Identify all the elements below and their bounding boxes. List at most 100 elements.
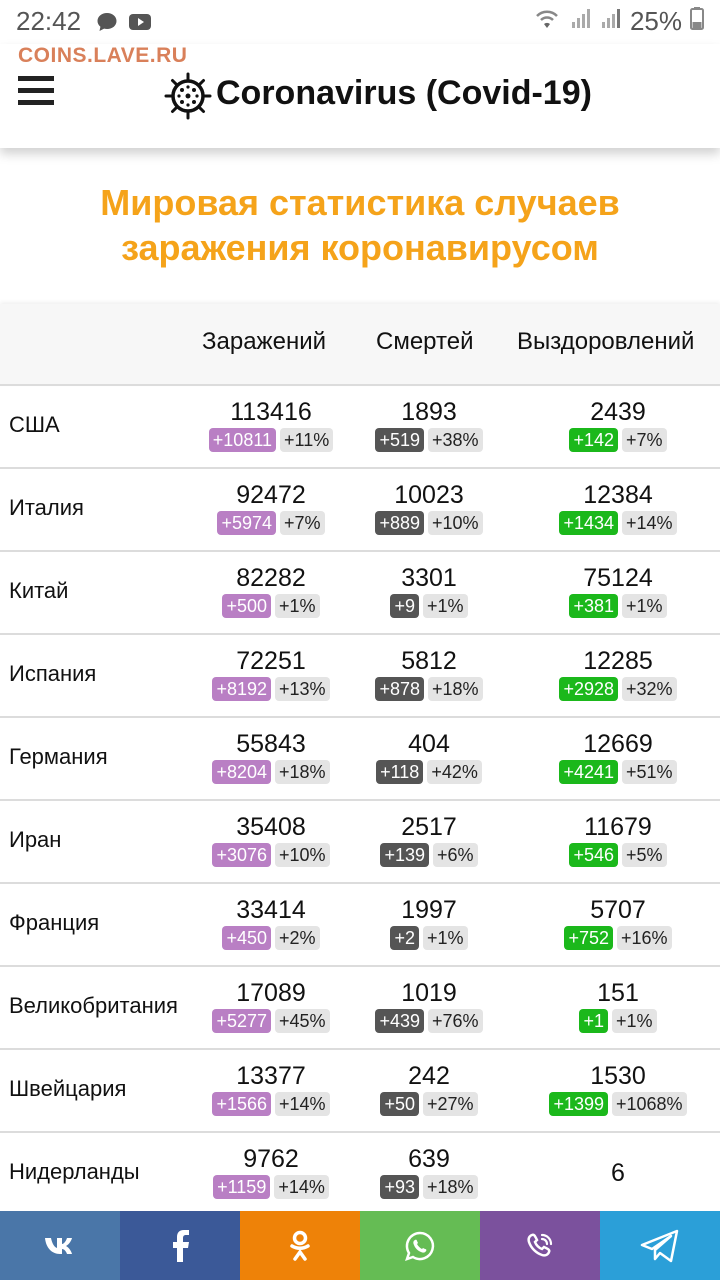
infected-cell: 17089 +5277 +45%	[186, 979, 356, 1033]
deaths-count: 10023	[394, 481, 464, 509]
column-header-deaths: Смертей	[376, 328, 474, 355]
recovered-badges: +546 +5%	[569, 843, 667, 867]
infected-count: 9762	[243, 1145, 299, 1173]
whatsapp-icon	[404, 1230, 436, 1262]
infected-count: 82282	[236, 564, 306, 592]
deaths-count: 5812	[401, 647, 457, 675]
deaths-cell: 404 +118 +42%	[364, 730, 494, 784]
deaths-badges: +50 +27%	[380, 1092, 478, 1116]
country-name: Италия	[9, 495, 84, 520]
deaths-delta-badge: +519	[375, 428, 424, 452]
infected-delta-badge: +450	[222, 926, 271, 950]
recovered-count: 1530	[590, 1062, 646, 1090]
recovered-count: 5707	[590, 896, 646, 924]
country-name: Испания	[9, 661, 97, 686]
infected-delta-badge: +3076	[212, 843, 271, 867]
infected-percent-badge: +10%	[275, 843, 330, 867]
column-header-infected: Заражений	[202, 328, 327, 355]
table-row: Испания 72251 +8192 +13% 5812 +878 +18% 12285 +2…	[0, 635, 720, 718]
infected-badges: +450 +2%	[222, 926, 320, 950]
recovered-count: 2439	[590, 398, 646, 426]
recovered-cell: 151 +1 +1%	[522, 979, 714, 1033]
deaths-count: 639	[408, 1145, 450, 1173]
page-headline: Мировая статистика случаев заражения кор…	[0, 180, 720, 270]
deaths-cell: 639 +93 +18%	[364, 1145, 494, 1199]
deaths-count: 2517	[401, 813, 457, 841]
recovered-delta-badge: +142	[569, 428, 618, 452]
table-row: Франция 33414 +450 +2% 1997 +2 +1% 5707 +752 +16%	[0, 884, 720, 967]
infected-count: 113416	[230, 398, 312, 426]
share-bar	[0, 1211, 720, 1280]
recovered-percent-badge: +32%	[622, 677, 677, 701]
recovered-count: 11679	[584, 813, 652, 841]
infected-badges: +1159 +14%	[213, 1175, 329, 1199]
facebook-icon	[170, 1229, 190, 1262]
infected-badges: +5277 +45%	[212, 1009, 330, 1033]
table-row: Великобритания 17089 +5277 +45% 1019 +439 +76%…	[0, 967, 720, 1050]
recovered-badges: +752 +16%	[564, 926, 672, 950]
infected-delta-badge: +500	[222, 594, 271, 618]
infected-count: 92472	[236, 481, 306, 509]
deaths-badges: +439 +76%	[375, 1009, 483, 1033]
recovered-badges: +1399 +1068%	[549, 1092, 687, 1116]
signal-icon	[600, 6, 622, 37]
recovered-cell: 1530 +1399 +1068%	[522, 1062, 714, 1116]
infected-delta-badge: +10811	[208, 428, 277, 452]
menu-button[interactable]	[18, 76, 54, 106]
deaths-count: 3301	[401, 564, 457, 592]
deaths-percent-badge: +6%	[433, 843, 478, 867]
telegram-icon	[640, 1229, 680, 1263]
vk-icon	[43, 1235, 77, 1257]
deaths-count: 1019	[401, 979, 457, 1007]
menu-icon	[18, 76, 54, 81]
battery-icon	[690, 6, 704, 37]
recovered-delta-badge: +1399	[549, 1092, 608, 1116]
recovered-cell: 2439 +142 +7%	[522, 398, 714, 452]
infected-count: 35408	[236, 813, 306, 841]
odnoklassniki-icon	[289, 1230, 311, 1262]
infected-count: 55843	[236, 730, 306, 758]
vk-share-button[interactable]	[0, 1211, 120, 1280]
recovered-cell: 12669 +4241 +51%	[522, 730, 714, 784]
recovered-badges: +1 +1%	[579, 1009, 657, 1033]
facebook-share-button[interactable]	[120, 1211, 240, 1280]
infected-count: 72251	[236, 647, 306, 675]
youtube-icon	[128, 11, 152, 38]
deaths-badges: +93 +18%	[380, 1175, 478, 1199]
recovered-cell: 12285 +2928 +32%	[522, 647, 714, 701]
recovered-percent-badge: +14%	[622, 511, 677, 535]
recovered-cell: 75124 +381 +1%	[522, 564, 714, 618]
infected-cell: 92472 +5974 +7%	[186, 481, 356, 535]
deaths-percent-badge: +18%	[423, 1175, 478, 1199]
infected-badges: +8204 +18%	[212, 760, 330, 784]
infected-badges: +5974 +7%	[217, 511, 325, 535]
infected-badges: +500 +1%	[222, 594, 320, 618]
country-name: США	[9, 412, 60, 437]
viber-share-button[interactable]	[480, 1211, 600, 1280]
infected-badges: +10811 +11%	[208, 428, 334, 452]
infected-percent-badge: +14%	[275, 1092, 330, 1116]
recovered-badges: +381 +1%	[569, 594, 667, 618]
country-name: Германия	[9, 744, 108, 769]
recovered-badges: +142 +7%	[569, 428, 667, 452]
battery-percent: 25%	[629, 6, 682, 36]
signal-icon	[570, 6, 592, 37]
deaths-delta-badge: +50	[380, 1092, 419, 1116]
recovered-delta-badge: +1434	[559, 511, 618, 535]
country-name: Иран	[9, 827, 62, 852]
recovered-delta-badge: +546	[569, 843, 618, 867]
deaths-delta-badge: +889	[375, 511, 424, 535]
deaths-delta-badge: +118	[376, 760, 424, 784]
deaths-badges: +139 +6%	[380, 843, 478, 867]
recovered-count: 12384	[583, 481, 653, 509]
whatsapp-share-button[interactable]	[360, 1211, 480, 1280]
odnoklassniki-share-button[interactable]	[240, 1211, 360, 1280]
deaths-count: 1893	[401, 398, 457, 426]
recovered-delta-badge: +2928	[559, 677, 618, 701]
site-watermark: COINS.LAVE.RU	[18, 44, 188, 67]
recovered-cell: 5707 +752 +16%	[522, 896, 714, 950]
app-title: Coronavirus (Covid-19)	[216, 74, 592, 112]
infected-percent-badge: +13%	[275, 677, 330, 701]
deaths-badges: +2 +1%	[390, 926, 468, 950]
telegram-share-button[interactable]	[600, 1211, 720, 1280]
